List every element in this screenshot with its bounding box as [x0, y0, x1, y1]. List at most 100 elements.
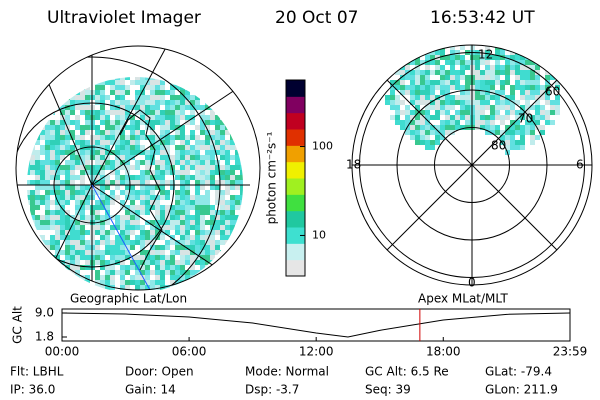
pixel: [185, 205, 190, 210]
pixel: [205, 105, 210, 110]
pixel: [215, 285, 220, 290]
pixel: [45, 145, 50, 150]
pixel: [110, 160, 115, 165]
pixel: [120, 135, 125, 140]
pixel: [535, 95, 540, 100]
pixel: [230, 170, 235, 175]
pixel: [75, 175, 80, 180]
pixel: [240, 130, 243, 135]
pixel: [35, 160, 40, 165]
pixel: [425, 125, 430, 130]
colorbar-tick-label: 100: [312, 140, 333, 153]
pixel: [215, 95, 220, 100]
pixel: [445, 100, 450, 105]
pixel: [190, 280, 195, 285]
pixel: [115, 185, 120, 190]
pixel: [230, 95, 235, 100]
pixel: [435, 130, 440, 135]
pixel: [435, 135, 440, 140]
pixel: [50, 140, 55, 145]
pixel: [115, 110, 120, 115]
pixel: [465, 80, 470, 85]
pixel: [180, 210, 185, 215]
pixel: [440, 75, 445, 80]
pixel: [165, 205, 170, 210]
pixel: [235, 270, 240, 275]
pixel: [175, 175, 180, 180]
pixel: [530, 60, 535, 65]
pixel: [440, 105, 445, 110]
pixel: [55, 125, 60, 130]
pixel: [85, 170, 90, 175]
pixel: [420, 125, 425, 130]
pixel: [65, 120, 70, 125]
lat-ring: [434, 127, 510, 203]
pixel: [465, 120, 470, 125]
pixel: [500, 65, 505, 70]
pixel: [240, 160, 243, 165]
pixel: [105, 125, 110, 130]
info-field: Gain: 14: [125, 383, 176, 397]
pixel: [450, 75, 455, 80]
pixel: [230, 280, 235, 285]
pixel: [170, 275, 175, 280]
pixel: [235, 205, 240, 210]
pixel: [175, 230, 180, 235]
pixel: [480, 95, 485, 100]
pixel: [160, 280, 165, 285]
pixel: [550, 100, 555, 105]
pixel: [105, 200, 110, 205]
pixel: [175, 265, 180, 270]
pixel: [215, 265, 220, 270]
pixel: [200, 130, 205, 135]
pixel: [230, 265, 235, 270]
lat-ring: [359, 52, 585, 278]
pixel: [70, 85, 75, 90]
colorbar-frame: [285, 79, 306, 277]
pixel: [80, 90, 85, 95]
pixel: [190, 95, 195, 100]
pixel: [145, 280, 150, 285]
pixel: [430, 145, 435, 150]
pixel: [175, 200, 180, 205]
pixel: [130, 80, 135, 85]
pixel: [235, 275, 240, 280]
pixel: [110, 165, 115, 170]
pixel: [30, 180, 35, 185]
pixel: [450, 85, 455, 90]
pixel: [125, 85, 130, 90]
pixel: [440, 55, 445, 60]
pixel: [145, 150, 150, 155]
pixel: [115, 250, 120, 255]
pixel: [175, 130, 180, 135]
pixel: [410, 80, 415, 85]
pixel: [400, 125, 405, 130]
pixel: [140, 235, 145, 240]
colorbar-step: [286, 161, 305, 179]
pixel: [240, 205, 243, 210]
pixel: [450, 50, 455, 55]
pixel: [175, 115, 180, 120]
pixel: [225, 77, 230, 80]
pixel: [200, 180, 205, 185]
pixel: [440, 100, 445, 105]
pixel: [80, 250, 85, 255]
colorbar-step: [286, 145, 305, 163]
pixel: [135, 210, 140, 215]
pixel: [27, 85, 30, 90]
pixel: [170, 125, 175, 130]
pixel: [30, 220, 35, 225]
pixel: [105, 275, 110, 280]
pixel: [430, 100, 435, 105]
lat-ring: [396, 89, 548, 241]
pixel: [235, 175, 240, 180]
pixel: [120, 280, 125, 285]
pixel: [170, 95, 175, 100]
pixel: [105, 220, 110, 225]
pixel: [80, 280, 85, 285]
pixel: [515, 145, 520, 150]
pixel: [145, 160, 150, 165]
pixel: [30, 170, 35, 175]
pixel: [55, 135, 60, 140]
pixel: [85, 215, 90, 220]
